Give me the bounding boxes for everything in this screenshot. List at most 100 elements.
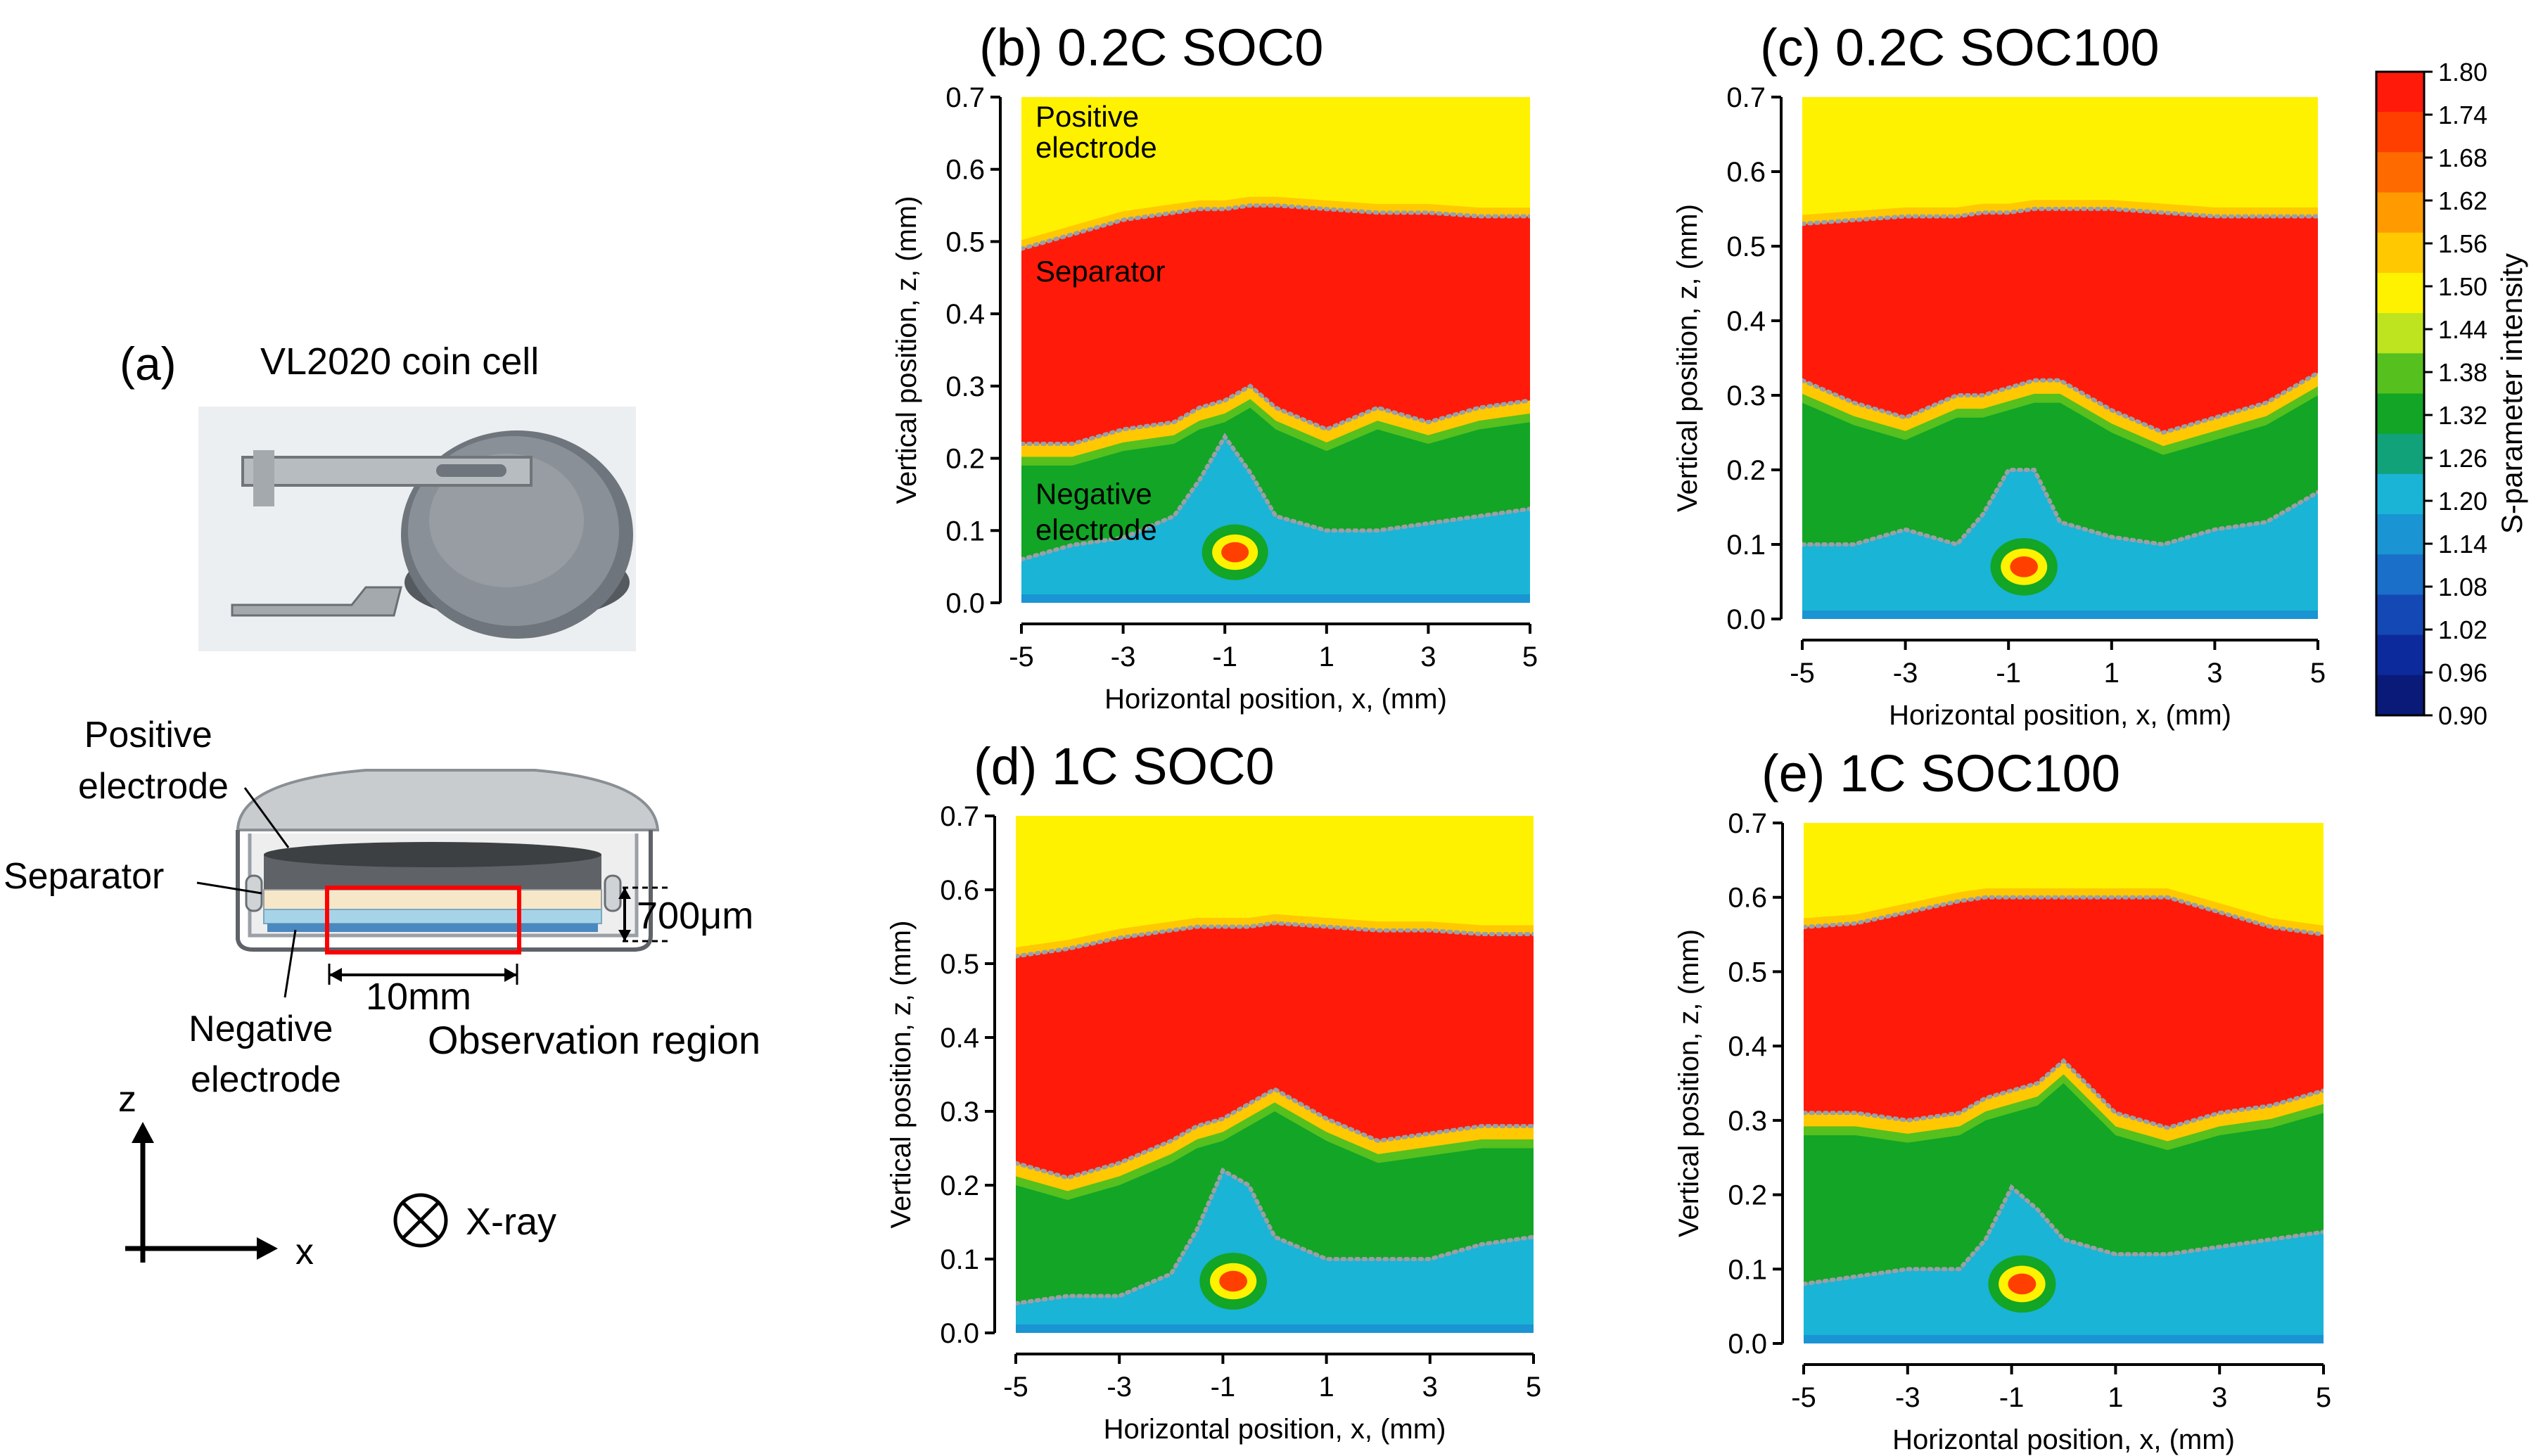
separator-label: Separator [4, 856, 164, 897]
height-label: 700μm [637, 895, 753, 937]
y-tick-label: 0.0 [1726, 604, 1766, 635]
dotted-boundary-top [1802, 207, 2318, 226]
axes-glyph [125, 1122, 278, 1263]
xray-direction-icon [393, 1193, 448, 1248]
heatmap-panel-d: 0.0 0.1 0.2 0.3 0.4 0.5 0.6 0.7 -5 -3 -1 1 3 5 Horizon… [886, 737, 1541, 1445]
x-tick-label: -3 [1107, 1372, 1132, 1403]
heatmap-plot-area [1802, 97, 2318, 619]
dotted-boundary-top [1804, 895, 2324, 937]
heatmap-plot-area [1016, 816, 1534, 1333]
y-tick-label: 0.7 [945, 82, 985, 113]
colorbar-tick-label: 1.08 [2438, 573, 2487, 601]
colorbar-segment [2376, 353, 2424, 395]
x-tick-label: 1 [1319, 641, 1334, 672]
x-axis-label: Horizontal position, x, (mm) [1892, 1424, 2235, 1455]
y-tick-label: 0.2 [1726, 455, 1766, 486]
y-tick-label: 0.5 [1728, 957, 1767, 988]
y-tick-label: 0.1 [1726, 530, 1766, 561]
axis-x-label: x [295, 1232, 314, 1272]
x-tick-label: 3 [1422, 1372, 1438, 1403]
positive-electrode-line1: Positive [84, 715, 212, 755]
y-tick-label: 0.5 [945, 226, 985, 257]
colorbar-tick-label: 1.20 [2438, 487, 2487, 516]
colorbar-tick-label: 1.80 [2438, 58, 2487, 87]
annotation-positive-electrode: Positive electrode [1035, 100, 1157, 164]
bottom-dark-strip [1802, 611, 2318, 619]
colorbar-segment [2376, 112, 2424, 153]
positive-electrode-line2: electrode [78, 766, 229, 807]
y-tick-label: 0.2 [1728, 1180, 1767, 1211]
width-label: 10mm [366, 976, 471, 1018]
dotted-neg-top [1802, 468, 2318, 547]
x-tick-label: 1 [2108, 1382, 2123, 1413]
y-tick-label: 0.6 [1726, 157, 1766, 188]
y-tick-label: 0.3 [1728, 1106, 1767, 1137]
x-axis-label: Horizontal position, x, (mm) [1889, 700, 2231, 731]
negative-electrode-upper-band [1021, 385, 1530, 466]
colorbar-segment [2376, 72, 2424, 113]
hotspot-core [1221, 542, 1249, 563]
x-tick-label: -1 [1212, 641, 1237, 672]
y-tick-label: 0.4 [1726, 306, 1766, 337]
coin-cell-schematic [196, 769, 668, 998]
annotation-negative-electrode: Negative electrode [1035, 477, 1157, 546]
colorbar-segment [2376, 473, 2424, 516]
y-tick-label: 0.2 [940, 1170, 979, 1201]
panel-title: (c) 0.2C SOC100 [1760, 18, 2160, 77]
x-tick-label: 5 [2316, 1382, 2331, 1413]
y-tick-label: 0.0 [1728, 1329, 1767, 1360]
x-tick-label: 1 [1318, 1372, 1334, 1403]
colorbar-segment [2376, 232, 2424, 274]
annotation-separator: Separator [1035, 255, 1165, 288]
x-tick-label: -3 [1895, 1382, 1920, 1413]
colorbar-tick-label: 1.62 [2438, 186, 2487, 215]
separator-bottom-transition [1016, 1089, 1534, 1192]
hotspot-core [2010, 556, 2038, 577]
heatmap-panel-b: 0.0 0.1 0.2 0.3 0.4 0.5 0.6 0.7 -5 -3 -1 1 3 5 Horizon… [891, 18, 1538, 715]
dotted-neg-top [1021, 433, 1530, 562]
colorbar-segment [2376, 433, 2424, 475]
x-tick-label: -1 [1211, 1372, 1236, 1403]
x-tick-label: -1 [1996, 658, 2021, 689]
x-axis-label: Horizontal position, x, (mm) [1104, 684, 1447, 715]
panel-a-title: VL2020 coin cell [260, 340, 539, 383]
colorbar-tick-label: 0.90 [2438, 701, 2487, 730]
dotted-boundary-bottom [1802, 371, 2318, 435]
separator-bottom-transition [1802, 373, 2318, 447]
y-tick-label: 0.6 [1728, 883, 1767, 914]
y-tick-label: 0.5 [940, 949, 979, 980]
colorbar-segment [2376, 192, 2424, 234]
colorbar-segment [2376, 272, 2424, 314]
y-tick-label: 0.4 [940, 1023, 979, 1054]
y-tick-label: 0.7 [940, 801, 979, 832]
x-tick-label: 5 [2310, 658, 2326, 689]
bottom-dark-strip [1021, 594, 1530, 603]
heatmap-plot-area [1804, 823, 2324, 1343]
dotted-boundary-bottom [1021, 383, 1530, 447]
separator-top-transition [1016, 914, 1534, 957]
colorbar-tick-label: 1.68 [2438, 143, 2487, 172]
y-tick-label: 0.6 [945, 155, 985, 186]
heatmap-panel-e: 0.0 0.1 0.2 0.3 0.4 0.5 0.6 0.7 -5 -3 -1 1 3 5 Horizon… [1674, 744, 2331, 1455]
panel-title: (b) 0.2C SOC0 [979, 18, 1323, 77]
heatmap-plot-area [1021, 97, 1530, 603]
x-tick-label: 3 [2207, 658, 2222, 689]
colorbar-tick-label: 1.32 [2438, 401, 2487, 430]
negative-electrode-label: Negative electrode [189, 1009, 343, 1100]
separator-region [1802, 209, 2318, 433]
y-axis-label: Vertical position, z, (mm) [891, 196, 922, 504]
positive-electrode-label: Positive electrode [78, 715, 229, 807]
x-tick-label: 1 [2104, 658, 2120, 689]
colorbar-tick-label: 1.50 [2438, 272, 2487, 301]
y-tick-label: 0.7 [1728, 808, 1767, 839]
separator-region [1804, 897, 2324, 1128]
colorbar-segment [2376, 594, 2424, 636]
y-tick-label: 0.0 [940, 1318, 979, 1349]
y-tick-label: 0.5 [1726, 231, 1766, 262]
x-tick-label: 5 [1522, 641, 1538, 672]
colorbar-tick-label: 1.56 [2438, 229, 2487, 258]
y-tick-label: 0.3 [1726, 381, 1766, 411]
y-tick-label: 0.6 [940, 875, 979, 906]
negative-electrode-line1: Negative [189, 1009, 333, 1049]
separator-region [1016, 923, 1534, 1178]
